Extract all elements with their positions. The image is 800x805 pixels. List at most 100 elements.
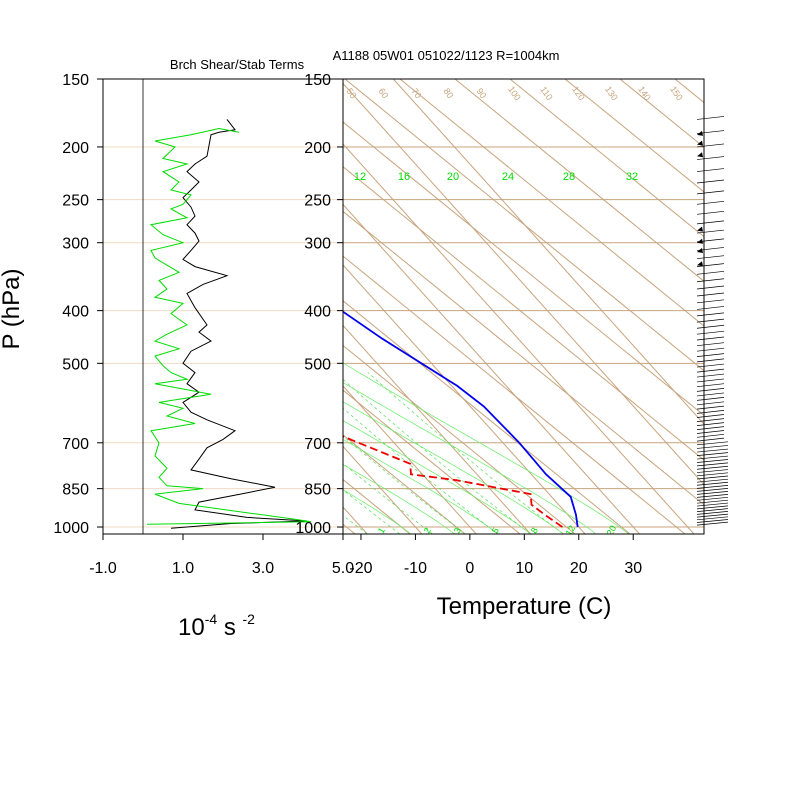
left-x-tick-label: -1.0	[89, 560, 117, 577]
bottom-mixing-ratio-label: 12	[564, 524, 578, 538]
wind-barb	[696, 475, 729, 480]
wind-barb	[696, 299, 725, 304]
wind-barb-flag	[697, 152, 703, 158]
dry-adiabat	[564, 79, 704, 193]
dry-adiabat	[343, 434, 466, 534]
wind-barb	[696, 491, 729, 495]
temperature-tick-label: -20	[349, 560, 372, 577]
mixing-ratio-line	[343, 489, 401, 534]
wind-barb	[696, 516, 729, 521]
moist-adiabat	[343, 420, 531, 534]
wind-barb	[696, 347, 725, 352]
dry-adiabat	[343, 255, 686, 534]
left-pressure-tick-label: 500	[62, 356, 89, 373]
mixing-ratio-line	[343, 515, 368, 534]
isotherm	[343, 82, 704, 486]
isotherm	[343, 264, 586, 534]
wind-barb-flag	[697, 247, 703, 253]
wind-barb	[696, 452, 729, 456]
dry-adiabat-label: 120	[570, 84, 587, 102]
isotherm	[343, 324, 531, 534]
moist-adiabat	[343, 463, 455, 534]
svg-text:10-4 s -2: 10-4 s -2	[178, 611, 255, 641]
left-x-label-base: 10	[178, 614, 205, 641]
skewt-series	[343, 310, 579, 528]
wind-barb	[696, 433, 725, 438]
wind-barb	[696, 255, 725, 260]
isotherm	[343, 143, 695, 534]
wind-barb	[696, 373, 725, 378]
dry-adiabat-label: 60	[376, 86, 390, 100]
mixing-ratio-label: 24	[502, 171, 514, 183]
left-pressure-tick-label: 850	[62, 482, 89, 499]
mixing-ratio-line	[343, 378, 531, 534]
wind-barb	[696, 397, 725, 401]
bottom-mixing-ratio-label: 3	[452, 526, 463, 535]
wind-barb	[696, 472, 729, 477]
wind-barb	[696, 306, 725, 310]
left-x-label-exp2: -2	[243, 611, 256, 627]
wind-barb	[696, 353, 725, 357]
dry-adiabat-label: 110	[538, 85, 554, 102]
wind-barb	[696, 494, 729, 498]
wind-barb	[696, 469, 729, 473]
wind-barb	[696, 485, 729, 489]
bottom-mixing-ratio-label: 5	[490, 526, 501, 535]
dry-adiabat	[399, 79, 704, 327]
wind-barb	[696, 499, 729, 504]
bottom-mixing-ratio-label: 20	[605, 524, 619, 538]
left-x-label-unit: s	[217, 614, 242, 641]
dry-adiabat-label: 130	[603, 84, 620, 102]
left-x-tick-label: 3.0	[252, 560, 274, 577]
temperature-tick-label: 30	[624, 560, 642, 577]
left-pressure-tick-label: 1000	[53, 520, 89, 537]
wind-barb	[696, 445, 729, 449]
left-x-tick-label: 1.0	[172, 560, 194, 577]
wind-barb	[696, 270, 725, 275]
wind-barb	[696, 508, 729, 513]
isotherm	[343, 203, 640, 534]
wind-barb-flag	[697, 238, 703, 244]
wind-barb-flag	[697, 226, 703, 232]
left-x-tick-label: 5.0	[332, 560, 354, 577]
wind-barb	[696, 378, 725, 383]
bottom-mixing-ratio-label: 1	[376, 526, 387, 535]
right-pressure-tick-label: 850	[304, 482, 331, 499]
temperature-profile	[343, 310, 579, 528]
wind-barb	[696, 368, 725, 373]
wind-barb	[696, 430, 725, 434]
wind-barb	[696, 465, 729, 470]
moist-adiabat	[343, 438, 499, 534]
left-panel-pressure-bands	[103, 78, 343, 534]
wind-barb	[696, 502, 729, 507]
wind-barb	[696, 441, 729, 446]
dry-adiabat-label: 90	[474, 86, 488, 100]
left-x-label-exp1: -4	[205, 611, 218, 627]
wind-barb	[696, 263, 725, 267]
moist-adiabat	[343, 401, 564, 534]
wind-barb	[696, 292, 725, 297]
wind-barb	[696, 388, 725, 392]
left-series-line-0	[170, 119, 308, 529]
wind-barb	[696, 462, 729, 467]
dry-adiabat	[454, 79, 704, 282]
wind-barb	[696, 278, 725, 283]
skewt-panel-frame	[342, 78, 705, 535]
dry-adiabat-label: 50	[344, 86, 358, 100]
left-pressure-tick-label: 300	[62, 236, 89, 253]
wind-barb	[696, 342, 725, 347]
wind-barb	[696, 478, 729, 483]
wind-barb	[696, 392, 725, 397]
y-axis-label: P (hPa)	[0, 269, 25, 350]
wind-barb-flag	[697, 140, 703, 146]
left-x-axis-label: 10-4 s -2	[178, 611, 255, 641]
mixing-ratio-label: 32	[626, 171, 638, 183]
wind-barb	[696, 519, 729, 523]
dry-adiabat-label: 70	[409, 86, 423, 100]
wind-barb	[696, 220, 725, 225]
left-series-line-1	[146, 127, 312, 525]
dry-adiabat	[343, 166, 704, 461]
bottom-mixing-ratio-label: 2	[422, 526, 433, 535]
